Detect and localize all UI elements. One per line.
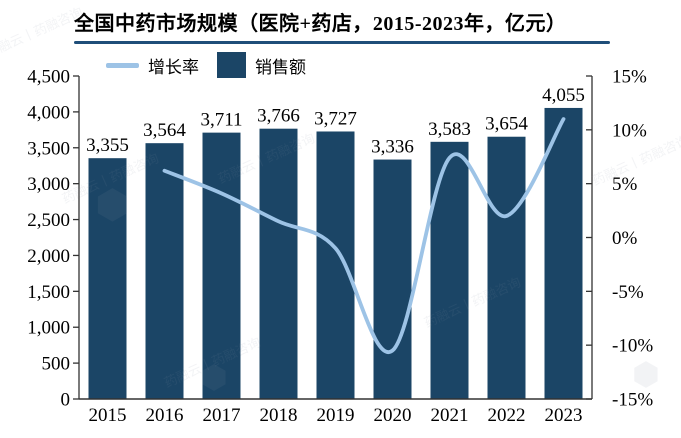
bar-value-label: 4,055 (542, 85, 585, 106)
legend-label-growth: 增长率 (148, 57, 199, 77)
legend-item-growth: 增长率 (106, 53, 199, 78)
y-tick-label-left: 0 (61, 390, 71, 411)
y-tick-label-right: -10% (612, 336, 653, 357)
x-tick-label: 2017 (203, 405, 241, 426)
page-title: 全国中药市场规模（医院+药店，2015-2023年，亿元） (74, 13, 567, 35)
y-tick-label-left: 500 (42, 354, 71, 375)
line-swatch-icon (106, 62, 139, 68)
bar-2015 (88, 158, 127, 399)
x-tick-label: 2016 (146, 405, 184, 426)
y-tick-label-left: 2,000 (27, 246, 70, 267)
x-tick-label: 2019 (317, 405, 355, 426)
y-tick-label-left: 1,000 (27, 318, 70, 339)
y-tick-label-right: 15% (612, 67, 647, 88)
x-tick-label: 2023 (545, 405, 583, 426)
y-tick-label-left: 2,500 (27, 210, 70, 231)
title-underline (74, 41, 610, 44)
growth-rate-line (162, 117, 566, 355)
x-tick-label: 2022 (488, 405, 526, 426)
y-tick-label-left: 3,000 (27, 174, 70, 195)
x-tick-label: 2020 (374, 405, 412, 426)
bar-value-label: 3,355 (86, 135, 129, 156)
bar-value-label: 3,711 (200, 110, 242, 131)
y-tick-label-right: 5% (612, 174, 638, 195)
y-tick-label-left: 4,000 (27, 102, 70, 123)
bar-value-label: 3,564 (143, 120, 186, 141)
square-swatch-icon (217, 52, 246, 78)
bar-2019 (316, 131, 355, 399)
y-tick-label-right: 10% (612, 120, 647, 141)
bar-value-label: 3,654 (485, 114, 528, 135)
y-tick-label-right: 0% (612, 228, 638, 249)
bar-2021 (430, 141, 469, 399)
y-tick-label-left: 3,500 (27, 138, 70, 159)
x-tick-label: 2015 (89, 405, 127, 426)
y-tick-label-left: 4,500 (27, 67, 70, 88)
bar-value-label: 3,336 (371, 137, 414, 158)
bar-value-label: 3,766 (257, 106, 300, 127)
y-tick-label-right: -15% (612, 390, 653, 411)
bar-value-label: 3,727 (314, 108, 357, 129)
x-tick-label: 2021 (431, 405, 469, 426)
legend: 增长率 销售额 (106, 52, 306, 78)
x-tick-label: 2018 (260, 405, 298, 426)
legend-label-sales: 销售额 (255, 57, 306, 77)
bar-2020 (373, 159, 412, 399)
bar-value-label: 3,583 (428, 119, 471, 140)
bar-2017 (202, 132, 241, 399)
bar-2023 (544, 107, 583, 400)
bar-2022 (487, 136, 526, 399)
y-tick-label-right: -5% (612, 282, 644, 303)
bar-2016 (145, 143, 184, 399)
bar-2018 (259, 128, 298, 400)
y-tick-label-left: 1,500 (27, 282, 70, 303)
legend-item-sales: 销售额 (217, 52, 306, 78)
